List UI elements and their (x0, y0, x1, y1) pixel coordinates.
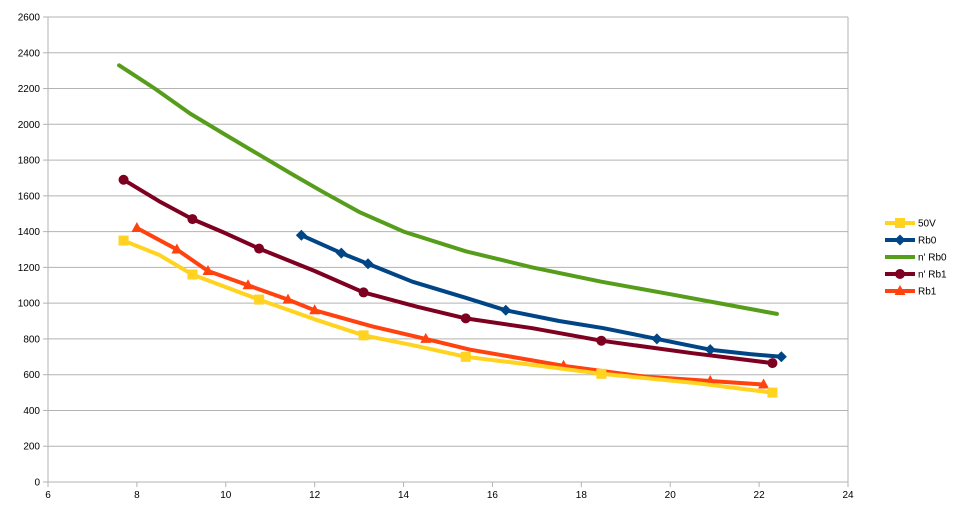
data-point-diamond (295, 229, 307, 241)
y-tick-label: 1800 (18, 156, 41, 167)
grid-lines (48, 16, 848, 483)
y-tick-label: 2400 (18, 48, 41, 59)
x-tick-label: 10 (220, 490, 232, 501)
legend: 50V Rb0 n' Rb0 n' Rb1 Rb1 (885, 218, 947, 298)
x-tick-label: 22 (754, 490, 766, 501)
y-tick-label: 1400 (18, 227, 41, 238)
x-tick-label: 14 (398, 490, 410, 501)
x-tick-label: 18 (576, 490, 588, 501)
data-point-triangle (131, 222, 143, 233)
x-tick-label: 24 (842, 490, 854, 501)
y-tick-label: 2000 (18, 120, 41, 131)
data-point-square (596, 368, 607, 379)
series-n-rb0 (117, 63, 779, 316)
data-point-triangle (758, 378, 770, 389)
x-tick-label: 8 (134, 490, 140, 501)
data-point-square (118, 235, 129, 246)
legend-label: Rb1 (918, 287, 937, 298)
series-line (134, 226, 766, 387)
data-point-diamond (894, 234, 906, 246)
data-point-diamond (362, 258, 374, 270)
y-tick-label: 0 (34, 478, 40, 489)
data-point-diamond (704, 344, 716, 356)
data-point-square (895, 218, 905, 228)
data-point-triangle (171, 243, 183, 254)
y-tick-label: 200 (23, 442, 40, 453)
series-n-rb1 (118, 174, 778, 369)
data-point-circle (187, 214, 198, 225)
data-point-triangle (202, 264, 214, 275)
legend-entry: Rb0 (885, 234, 937, 247)
legend-entry: n' Rb0 (885, 253, 947, 264)
series-line (299, 233, 784, 359)
legend-entry: Rb1 (885, 285, 937, 298)
y-tick-label: 800 (23, 334, 40, 345)
legend-label: n' Rb0 (918, 253, 947, 264)
data-point-square (460, 351, 471, 362)
series-50v (118, 235, 778, 398)
data-point-triangle (309, 304, 321, 315)
legend-label: 50V (918, 219, 936, 230)
y-tick-label: 1600 (18, 191, 41, 202)
legend-entry: 50V (885, 218, 936, 230)
series-line (121, 177, 775, 366)
y-tick-label: 400 (23, 406, 40, 417)
data-point-circle (118, 174, 129, 185)
data-point-triangle (282, 293, 294, 304)
y-tick-label: 1200 (18, 263, 41, 274)
series-layer (117, 63, 787, 398)
data-point-square (767, 387, 778, 398)
legend-label: n' Rb1 (918, 270, 947, 281)
legend-entry: n' Rb1 (885, 269, 947, 281)
data-point-triangle (242, 279, 254, 290)
y-tick-label: 2200 (18, 84, 41, 95)
x-axis-tick-labels: 6 8 10 12 14 16 18 20 22 24 (45, 490, 854, 501)
data-point-circle (358, 287, 369, 298)
data-point-square (187, 269, 198, 280)
data-point-circle (460, 313, 471, 324)
data-point-diamond (335, 247, 347, 259)
axes (43, 16, 849, 487)
y-tick-label: 1000 (18, 299, 41, 310)
data-point-diamond (775, 351, 787, 363)
data-point-circle (767, 358, 778, 369)
series-line (121, 238, 775, 395)
data-point-circle (254, 243, 265, 254)
y-tick-label: 2600 (18, 13, 41, 24)
data-point-circle (895, 269, 905, 279)
data-point-diamond (651, 333, 663, 345)
data-point-triangle (420, 332, 432, 343)
data-point-diamond (500, 304, 512, 316)
data-point-triangle (704, 374, 716, 385)
x-tick-label: 6 (45, 490, 51, 501)
x-tick-label: 20 (665, 490, 677, 501)
data-point-square (358, 330, 369, 341)
x-tick-label: 16 (487, 490, 499, 501)
series-line (117, 63, 779, 316)
x-tick-label: 12 (309, 490, 321, 501)
y-tick-label: 600 (23, 370, 40, 381)
data-point-square (254, 294, 265, 305)
legend-label: Rb0 (918, 236, 937, 247)
series-rb0 (295, 229, 787, 363)
y-axis-tick-labels: 0 200 400 600 800 1000 1200 1400 1600 1800 2000 220… (18, 13, 41, 489)
data-point-circle (596, 335, 607, 346)
data-point-triangle (894, 285, 906, 295)
